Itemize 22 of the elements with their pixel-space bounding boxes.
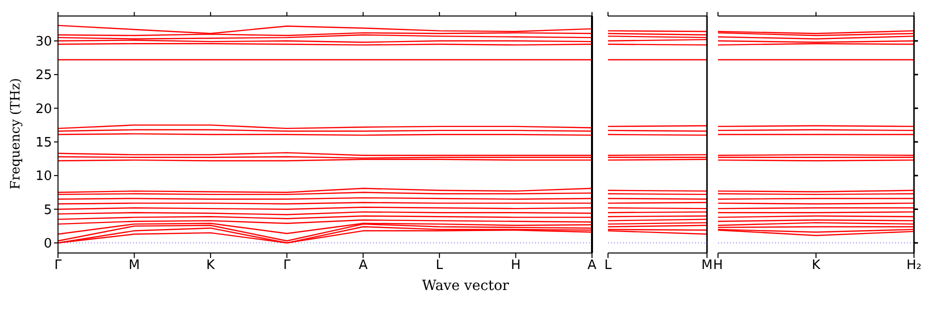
x-tick-label: M bbox=[701, 258, 713, 274]
x-tick-label: L bbox=[436, 258, 444, 274]
y-tick-label: 25 bbox=[35, 68, 52, 84]
y-tick-label: 0 bbox=[44, 236, 52, 252]
y-tick-label: 5 bbox=[44, 202, 52, 218]
y-tick-label: 20 bbox=[35, 102, 52, 117]
x-tick-label: A bbox=[588, 258, 597, 274]
y-axis-title: Frequency (THz) bbox=[8, 78, 24, 190]
x-tick-label: Γ bbox=[283, 258, 292, 274]
x-tick-label: H₂ bbox=[906, 258, 922, 274]
x-axis-title: Wave vector bbox=[421, 278, 510, 294]
x-tick-label: A bbox=[358, 258, 368, 274]
x-tick-label: L bbox=[604, 258, 612, 274]
y-tick-label: 30 bbox=[35, 34, 52, 50]
x-tick-label: K bbox=[812, 258, 821, 274]
x-tick-label: H bbox=[713, 258, 723, 274]
x-tick-label: K bbox=[206, 258, 216, 274]
y-tick-label: 15 bbox=[35, 136, 52, 151]
y-tick-label: 10 bbox=[35, 169, 52, 184]
x-tick-label: Γ bbox=[54, 258, 62, 274]
x-tick-label: M bbox=[128, 258, 140, 274]
x-tick-label: H bbox=[510, 258, 521, 274]
